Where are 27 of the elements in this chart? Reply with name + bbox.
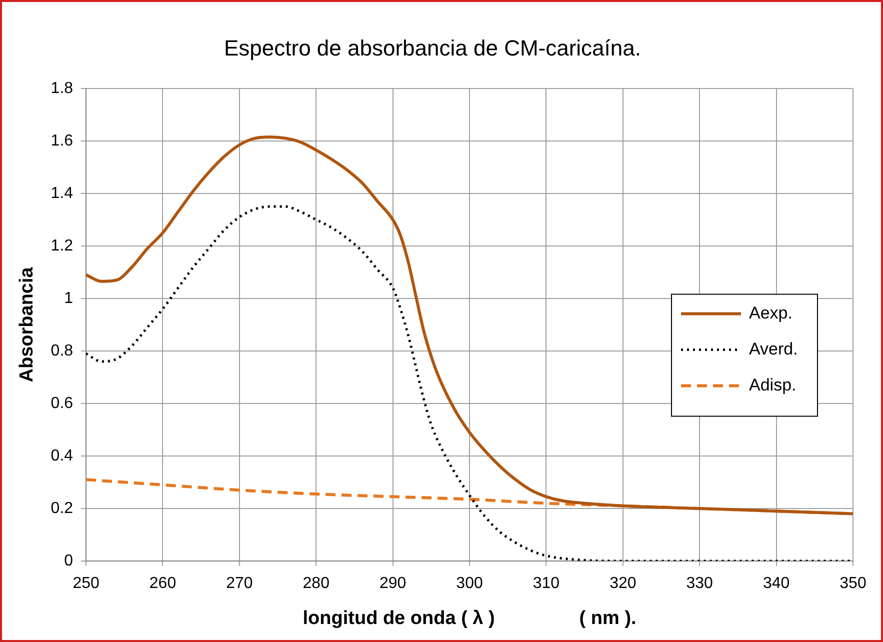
- x-tick-label: 250: [72, 575, 100, 592]
- x-axis-title: longitud de onda ( λ ) ( nm ).: [302, 608, 636, 629]
- y-tick-label: 1.4: [50, 184, 74, 202]
- x-tick-label: 350: [840, 575, 866, 592]
- y-tick-label: 1.8: [50, 80, 74, 97]
- y-tick-label: 0: [64, 552, 74, 570]
- y-axis-title: Absorbancia: [16, 266, 38, 382]
- legend-label: Averd.: [749, 339, 798, 358]
- y-tick-label: 1.6: [50, 132, 74, 150]
- y-tick-label: 0.8: [50, 342, 74, 360]
- x-tick-label: 300: [456, 575, 483, 592]
- y-tick-label: 1.2: [50, 237, 74, 254]
- y-tick-label: 0.2: [50, 500, 74, 517]
- x-tick-label: 270: [226, 575, 253, 592]
- x-tick-label: 280: [302, 575, 330, 592]
- x-tick-label: 340: [762, 575, 790, 592]
- x-tick-label: 320: [610, 575, 636, 592]
- y-tick-label: 1: [64, 290, 74, 307]
- legend-label: Adisp.: [749, 375, 796, 394]
- y-tick-label: 0.4: [50, 447, 74, 464]
- y-tick-label: 0.6: [50, 394, 74, 412]
- chart-title: Espectro de absorbancia de CM-caricaína.: [224, 35, 641, 60]
- x-tick-label: 290: [379, 575, 406, 592]
- legend-label: Aexp.: [749, 303, 792, 322]
- x-tick-label: 260: [149, 575, 176, 592]
- x-tick-label: 330: [686, 575, 714, 592]
- x-tick-label: 310: [532, 575, 560, 592]
